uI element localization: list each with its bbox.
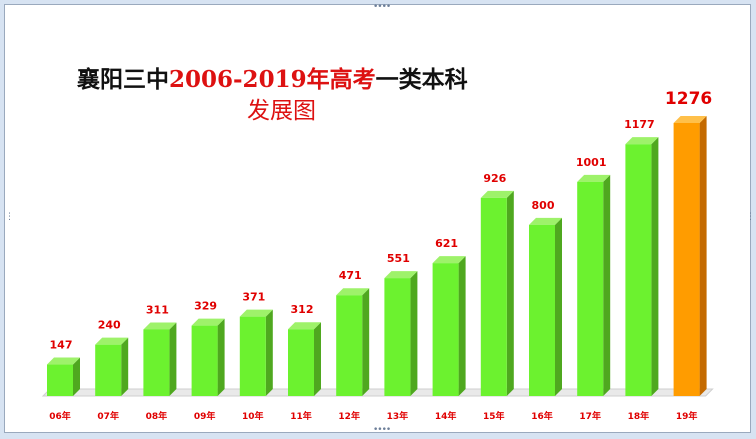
bar-18年 <box>625 137 659 396</box>
bar-top <box>529 217 562 225</box>
bar-side <box>121 337 129 396</box>
bar-top <box>143 322 177 330</box>
bar-side <box>458 256 466 396</box>
bar-top <box>239 309 273 317</box>
chart-frame: •••• •••• ⋮ ⋮ 襄阳三中2006-2019年高考一类本科 发展图 1… <box>4 2 755 435</box>
bar-top <box>336 288 370 296</box>
bar-front <box>288 329 314 396</box>
data-label-13年: 551 <box>387 252 410 265</box>
bar-front <box>577 181 604 396</box>
bar-06年 <box>47 357 80 396</box>
x-tick-11年: 11年 <box>290 410 312 422</box>
bar-15年 <box>480 190 514 396</box>
bar-12年 <box>336 288 370 396</box>
chart-subtitle: 发展图 <box>247 98 316 124</box>
bar-top <box>288 322 321 330</box>
data-label-06年: 147 <box>50 339 73 352</box>
bar-top <box>673 116 707 123</box>
resize-handle-top[interactable]: •••• <box>373 2 391 12</box>
data-label-09年: 329 <box>194 300 217 313</box>
bar-front <box>529 224 555 396</box>
bar-front <box>432 263 459 396</box>
data-label-11年: 312 <box>291 303 314 316</box>
data-label-16年: 800 <box>532 199 555 212</box>
bar-front <box>480 197 507 396</box>
x-tick-19年: 19年 <box>676 410 698 422</box>
data-label-12年: 471 <box>339 269 362 282</box>
data-label-19年: 1276 <box>665 89 712 109</box>
title-tier: 一类本科 <box>376 66 468 93</box>
data-label-15年: 926 <box>483 172 506 185</box>
x-tick-16年: 16年 <box>531 410 553 422</box>
bar-front <box>191 325 218 396</box>
x-tick-12年: 12年 <box>338 410 360 422</box>
x-tick-13年: 13年 <box>387 410 409 422</box>
bar-top <box>191 318 225 326</box>
x-tick-labels-group: 06年 07年 08年 09年 10年 11年 12年 13年 14年 15年 16年 17年 18年 1… <box>49 410 697 422</box>
bar-side <box>506 190 514 396</box>
bar-side <box>651 137 659 396</box>
bar-side <box>169 322 177 396</box>
x-tick-08年: 08年 <box>146 410 168 422</box>
title-exam: 年高考 <box>307 66 376 93</box>
x-tick-15年: 15年 <box>483 410 505 422</box>
bar-top <box>95 337 129 345</box>
bar-front <box>95 344 122 396</box>
chart-title: 襄阳三中2006-2019年高考一类本科 <box>76 66 468 93</box>
data-label-07年: 240 <box>98 319 121 332</box>
bar-side <box>362 288 370 396</box>
x-tick-07年: 07年 <box>97 410 119 422</box>
bar-side <box>314 322 321 396</box>
bar-14年 <box>432 256 466 396</box>
bar-front <box>143 329 170 396</box>
title-years: 2006-2019 <box>169 66 307 93</box>
bar-08年 <box>143 322 177 396</box>
bar-side <box>265 309 273 396</box>
bar-11年 <box>288 322 321 396</box>
bar-top <box>577 174 611 182</box>
bar-side <box>410 271 418 396</box>
x-tick-18年: 18年 <box>628 410 650 422</box>
bar-17年 <box>577 174 611 396</box>
x-tick-06年: 06年 <box>49 410 71 422</box>
data-label-08年: 311 <box>146 303 169 316</box>
bar-top <box>625 137 659 145</box>
bar-front <box>239 316 266 396</box>
x-tick-09年: 09年 <box>194 410 216 422</box>
data-label-17年: 1001 <box>576 156 607 169</box>
data-label-14年: 621 <box>435 237 458 250</box>
bar-13年 <box>384 271 418 396</box>
bar-side <box>555 217 562 396</box>
resize-handle-right[interactable]: ⋮ <box>746 212 755 222</box>
bar-side <box>699 116 707 396</box>
bar-19年 <box>673 116 707 396</box>
bars-group <box>47 116 707 396</box>
bar-front <box>625 144 652 396</box>
data-label-18年: 1177 <box>624 118 655 131</box>
x-tick-17年: 17年 <box>579 410 601 422</box>
bar-10年 <box>239 309 273 396</box>
bar-top <box>480 190 514 198</box>
title-school: 襄阳三中 <box>76 66 169 93</box>
bar-top <box>384 271 418 279</box>
bar-top <box>432 256 466 264</box>
bar-side <box>603 174 611 396</box>
bar-side <box>73 357 80 396</box>
resize-handle-bottom[interactable]: •••• <box>373 425 391 435</box>
data-label-10年: 371 <box>242 291 265 304</box>
bar-16年 <box>529 217 562 396</box>
bar-front <box>384 278 411 396</box>
bar-top <box>47 357 80 365</box>
bar-front <box>673 123 700 396</box>
data-labels-group: 147 240 311 329 371 312 471 551 621 926 800 1001 117… <box>50 89 713 352</box>
x-tick-10年: 10年 <box>242 410 264 422</box>
bar-07年 <box>95 337 129 396</box>
bar-front <box>336 295 363 396</box>
bar-side <box>217 318 225 396</box>
bar-09年 <box>191 318 225 396</box>
bar-front <box>47 364 73 396</box>
bar-chart: 襄阳三中2006-2019年高考一类本科 发展图 147 240 311 329 371… <box>41 66 714 422</box>
x-tick-14年: 14年 <box>435 410 457 422</box>
